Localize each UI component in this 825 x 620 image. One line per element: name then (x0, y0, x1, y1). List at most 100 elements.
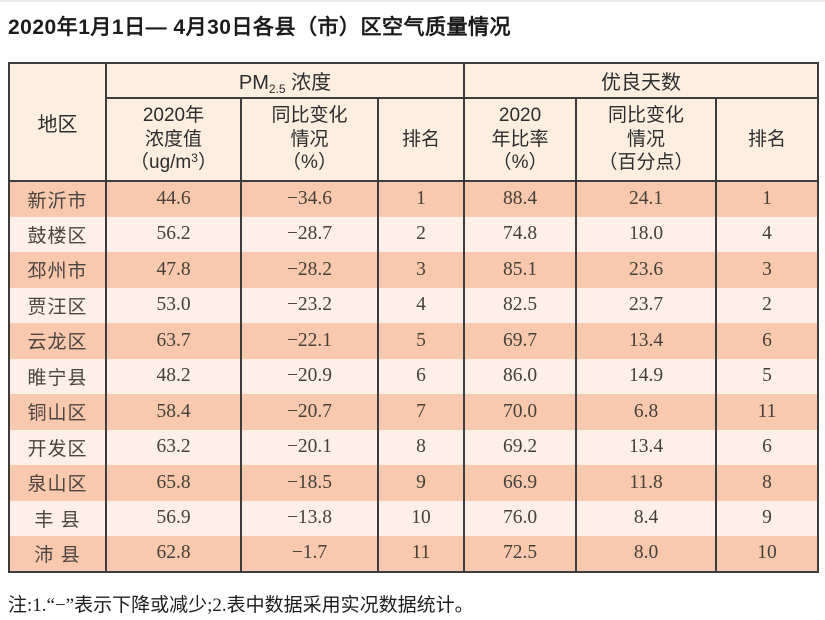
table-row: 睢宁县 48.2 −20.9 6 86.0 14.9 5 (8, 358, 820, 394)
pm-change-cell: −28.2 (240, 252, 379, 288)
region-cell: 丰 县 (8, 500, 107, 536)
pm-change-cell: −23.2 (240, 287, 379, 323)
table-row: 贾汪区 53.0 −23.2 4 82.5 23.7 2 (8, 287, 820, 323)
pm-rank-cell: 10 (376, 500, 466, 536)
ratio-change-cell: 13.4 (575, 323, 718, 359)
ratio-cell: 88.4 (463, 181, 578, 217)
pm-value-cell: 47.8 (105, 252, 242, 288)
region-cell: 鼓楼区 (8, 216, 107, 252)
table-row: 丰 县 56.9 −13.8 10 76.0 8.4 9 (8, 500, 820, 536)
pm-rank-cell: 11 (376, 536, 466, 572)
header-good-days-group: 优良天数 (463, 63, 820, 99)
ratio-cell: 74.8 (463, 216, 578, 252)
pm-value-cell: 56.9 (105, 500, 242, 536)
pm-rank-cell: 8 (376, 429, 466, 465)
pm-change-cell: −20.7 (240, 394, 379, 430)
region-cell: 邳州市 (8, 252, 107, 288)
pm-value-cell: 65.8 (105, 465, 242, 501)
pm-change-cell: −13.8 (240, 500, 379, 536)
table-row: 新沂市 44.6 −34.6 1 88.4 24.1 1 (8, 181, 820, 217)
pm-value-cell: 56.2 (105, 216, 242, 252)
header-region: 地区 (8, 63, 107, 182)
air-quality-table: 地区 PM2.5 浓度 优良天数 2020年 浓度值 （ug/m3） 同比变化 … (8, 62, 820, 573)
table-row: 云龙区 63.7 −22.1 5 69.7 13.4 6 (8, 323, 820, 359)
pm-rank-cell: 9 (376, 465, 466, 501)
header-ratio-change-line2: 情况 (627, 128, 666, 150)
header-ratio-line1: 2020 (498, 104, 542, 126)
pm-value-cell: 44.6 (105, 181, 242, 217)
pm-value-cell: 63.2 (105, 429, 242, 465)
region-cell: 铜山区 (8, 394, 107, 430)
region-cell: 云龙区 (8, 323, 107, 359)
pm-value-cell: 62.8 (105, 536, 242, 572)
table-row: 开发区 63.2 −20.1 8 69.2 13.4 6 (8, 429, 820, 465)
ratio-change-cell: 11.8 (575, 465, 718, 501)
ratio-rank-cell: 1 (715, 181, 820, 217)
table-row: 泉山区 65.8 −18.5 9 66.9 11.8 8 (8, 465, 820, 501)
region-cell: 睢宁县 (8, 358, 107, 394)
header-ratio-rank: 排名 (715, 98, 820, 182)
ratio-rank-cell: 6 (715, 323, 820, 359)
ratio-cell: 86.0 (463, 358, 578, 394)
header-pm-value-line1: 2020年 (142, 104, 205, 126)
region-cell: 新沂市 (8, 181, 107, 217)
ratio-cell: 82.5 (463, 287, 578, 323)
ratio-rank-cell: 11 (715, 394, 820, 430)
pm-rank-cell: 2 (376, 216, 466, 252)
ratio-change-cell: 18.0 (575, 216, 718, 252)
ratio-cell: 70.0 (463, 394, 578, 430)
pm-change-cell: −34.6 (240, 181, 379, 217)
region-cell: 沛 县 (8, 536, 107, 572)
unit-open: （ug/m (130, 152, 192, 174)
table-body: 新沂市 44.6 −34.6 1 88.4 24.1 1 鼓楼区 56.2 −2… (8, 181, 820, 572)
region-cell: 泉山区 (8, 465, 107, 501)
table-header: 地区 PM2.5 浓度 优良天数 2020年 浓度值 （ug/m3） 同比变化 … (8, 63, 820, 182)
header-pm-change-line2: 情况 (290, 128, 329, 150)
pm-rank-cell: 1 (376, 181, 466, 217)
ratio-rank-cell: 2 (715, 287, 820, 323)
pm-label-suffix: 浓度 (285, 71, 332, 94)
header-group-row: 地区 PM2.5 浓度 优良天数 (8, 63, 820, 182)
pm-rank-cell: 5 (376, 323, 466, 359)
ratio-change-cell: 14.9 (575, 358, 718, 394)
ratio-rank-cell: 3 (715, 252, 820, 288)
ratio-cell: 85.1 (463, 252, 578, 288)
header-pm-value: 2020年 浓度值 （ug/m3） (105, 98, 242, 182)
ratio-cell: 69.2 (463, 429, 578, 465)
ratio-change-cell: 24.1 (575, 181, 718, 217)
table-row: 铜山区 58.4 −20.7 7 70.0 6.8 11 (8, 394, 820, 430)
table-row: 鼓楼区 56.2 −28.7 2 74.8 18.0 4 (8, 216, 820, 252)
header-ratio: 2020 年比率 （%） (463, 98, 578, 182)
header-pm25-group: PM2.5 浓度 (104, 63, 466, 99)
ratio-rank-cell: 9 (715, 500, 820, 536)
page-title: 2020年1月1日— 4月30日各县（市）区空气质量情况 (8, 16, 511, 39)
header-ratio-change-line1: 同比变化 (608, 104, 685, 126)
table-footnote: 注:1.“−”表示下降或减少;2.表中数据采用实况数据统计。 (8, 595, 474, 616)
ratio-rank-cell: 10 (715, 536, 820, 572)
unit-close: ） (197, 152, 217, 174)
ratio-rank-cell: 5 (715, 358, 820, 394)
table-row: 邳州市 47.8 −28.2 3 85.1 23.6 3 (8, 252, 820, 288)
ratio-change-cell: 8.0 (575, 536, 718, 572)
header-pm-value-line2: 浓度值 (144, 128, 202, 150)
header-ratio-change: 同比变化 情况 （百分点） (575, 98, 718, 182)
ratio-cell: 69.7 (463, 323, 578, 359)
pm-change-cell: −20.9 (240, 358, 379, 394)
header-pm-change-line1: 同比变化 (271, 104, 348, 126)
pm-value-cell: 63.7 (105, 323, 242, 359)
pm-rank-cell: 4 (376, 287, 466, 323)
ratio-rank-cell: 8 (715, 465, 820, 501)
unit-superscript: 3 (191, 151, 198, 166)
ratio-rank-cell: 4 (715, 216, 820, 252)
pm-label: PM (238, 71, 269, 94)
pm-change-cell: −28.7 (240, 216, 379, 252)
header-sub-row: 2020年 浓度值 （ug/m3） 同比变化 情况 （%） 排名 2020 年比… (9, 98, 820, 182)
ratio-cell: 66.9 (463, 465, 578, 501)
pm-rank-cell: 3 (376, 252, 466, 288)
pm-rank-cell: 6 (376, 358, 466, 394)
pm-subscript: 2.5 (268, 81, 286, 96)
header-pm-rank: 排名 (376, 98, 466, 182)
ratio-change-cell: 23.6 (575, 252, 718, 288)
pm-change-cell: −18.5 (240, 465, 379, 501)
header-pm-change-unit: （%） (282, 152, 337, 174)
